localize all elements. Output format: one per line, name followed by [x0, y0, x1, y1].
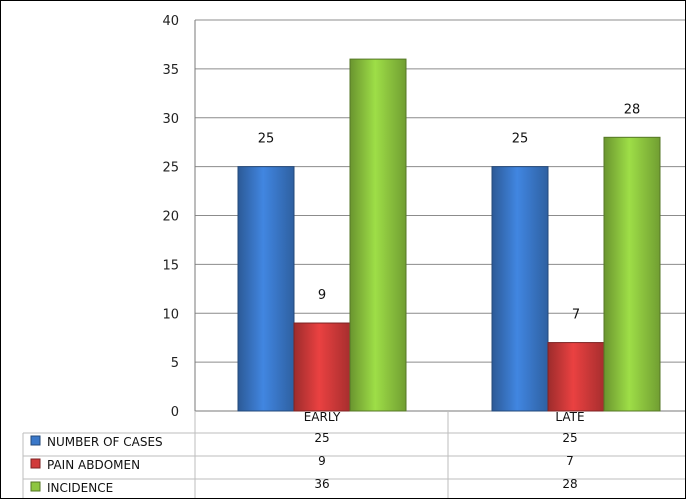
table-cell-value: 25 [562, 431, 577, 445]
y-tick-label: 10 [162, 307, 179, 322]
x-category-label: LATE [555, 410, 584, 424]
bar-pain-abdomen-late [548, 343, 604, 411]
y-tick-label: 20 [162, 210, 179, 225]
y-tick-label: 0 [171, 405, 179, 420]
table-cell-value: 36 [314, 477, 329, 491]
legend-swatch [31, 459, 40, 468]
y-tick-label: 15 [162, 258, 179, 273]
legend-label: PAIN ABDOMEN [47, 458, 140, 472]
y-tick-label: 40 [162, 14, 179, 29]
y-tick-label: 25 [162, 161, 179, 176]
data-label: 9 [318, 288, 326, 303]
bar-incidence-early [350, 59, 406, 411]
table-cell-value: 28 [562, 477, 577, 491]
bar-number-of-cases-early [238, 167, 294, 411]
table-cell-value: 7 [566, 454, 574, 468]
table-cell-value: 25 [314, 431, 329, 445]
data-label: 28 [624, 102, 641, 117]
bar-pain-abdomen-early [294, 323, 350, 411]
data-label: 7 [572, 308, 580, 323]
data-label: 25 [512, 132, 529, 147]
bar-incidence-late [604, 137, 660, 411]
legend-label: NUMBER OF CASES [47, 435, 163, 449]
legend-label: INCIDENCE [47, 481, 113, 495]
data-label: 25 [258, 132, 275, 147]
x-category-label: EARLY [304, 410, 341, 424]
legend-swatch [31, 482, 40, 491]
y-tick-label: 30 [162, 112, 179, 127]
y-tick-label: 35 [162, 63, 179, 78]
y-tick-label: 5 [171, 356, 179, 371]
bar-number-of-cases-late [492, 167, 548, 411]
table-cell-value: 9 [318, 454, 326, 468]
legend-swatch [31, 436, 40, 445]
